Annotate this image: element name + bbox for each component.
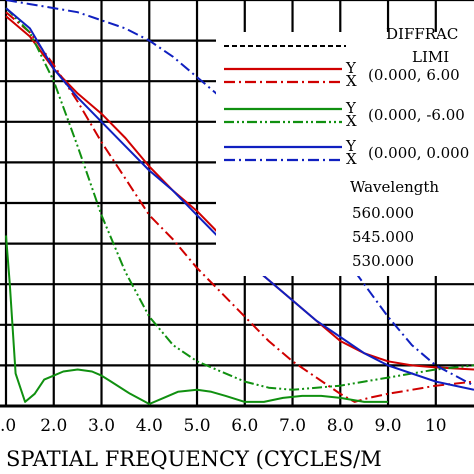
legend-field-label: (0.000, 0.000 bbox=[368, 144, 469, 162]
series-line-field2-x bbox=[5, 7, 474, 391]
x-tick-label: 8.0 bbox=[327, 416, 354, 436]
legend-x-label: X bbox=[346, 112, 357, 130]
legend-wavelength-value: 560.000 bbox=[352, 204, 414, 222]
x-tick-label: 10 bbox=[425, 416, 447, 436]
legend-y-label: Y bbox=[345, 59, 357, 77]
legend-diffraction-label-2: LIMI bbox=[412, 48, 449, 66]
x-tick-label: 9.0 bbox=[375, 416, 402, 436]
series-line-field1-x bbox=[5, 11, 474, 403]
x-tick-label: 6.0 bbox=[231, 416, 258, 436]
legend-x-label: X bbox=[346, 150, 357, 168]
legend-diffraction-label: DIFFRAC bbox=[386, 25, 458, 43]
legend-box bbox=[216, 32, 474, 276]
x-tick-label: 4.0 bbox=[136, 416, 163, 436]
x-tick-label: 5.0 bbox=[183, 416, 210, 436]
x-tick-label: 2.0 bbox=[40, 416, 67, 436]
x-tick-label: 7.0 bbox=[279, 416, 306, 436]
legend-wavelength-value: 530.000 bbox=[352, 252, 414, 270]
legend-x-label: X bbox=[346, 72, 357, 90]
x-tick-labels: .0 2.0 3.0 4.0 5.0 6.0 7.0 8.0 9.0 10 bbox=[0, 416, 447, 436]
x-axis-label: SPATIAL FREQUENCY (CYCLES/M bbox=[6, 447, 382, 471]
legend-field-label: (0.000, 6.00 bbox=[368, 66, 460, 84]
legend-field-label: (0.000, -6.00 bbox=[368, 106, 465, 124]
legend-y-label: Y bbox=[345, 137, 357, 155]
legend-y-label: Y bbox=[345, 99, 357, 117]
series-line-field2-y bbox=[5, 235, 388, 405]
legend-wavelength-title: Wavelength bbox=[350, 178, 439, 196]
x-tick-label: .0 bbox=[0, 416, 16, 436]
legend-wavelength-value: 545.000 bbox=[352, 228, 414, 246]
x-tick-label: 3.0 bbox=[88, 416, 115, 436]
